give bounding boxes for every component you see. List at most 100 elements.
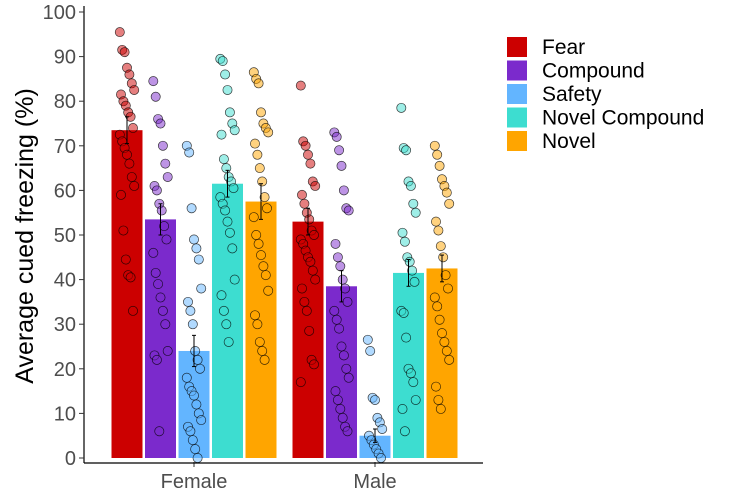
data-point: [128, 305, 138, 316]
data-point: [125, 272, 136, 283]
data-point: [429, 292, 440, 303]
data-point: [429, 140, 440, 151]
error-bar: [259, 183, 263, 220]
y-tick-label: 20: [54, 359, 76, 381]
data-point: [405, 368, 416, 379]
data-point: [332, 252, 343, 263]
data-point: [399, 426, 410, 437]
data-point: [299, 296, 310, 307]
data-point: [187, 319, 198, 330]
data-point: [126, 172, 137, 182]
error-bar: [406, 259, 411, 287]
data-point: [224, 107, 235, 118]
data-point: [398, 308, 409, 318]
data-point: [257, 176, 268, 187]
data-point: [124, 69, 135, 80]
data-point: [162, 172, 173, 182]
data-point: [299, 198, 310, 209]
data-point: [409, 276, 420, 287]
error-bar: [440, 254, 444, 283]
data-point: [151, 354, 162, 365]
data-point: [129, 85, 140, 96]
bar: [111, 130, 143, 458]
data-point: [301, 305, 312, 316]
data-point: [263, 285, 274, 296]
data-point: [220, 205, 231, 216]
data-point: [297, 283, 307, 294]
data-point: [433, 395, 444, 405]
data-point: [186, 203, 197, 214]
data-point: [221, 319, 232, 330]
data-point: [340, 283, 351, 294]
data-point: [365, 346, 376, 356]
data-point: [160, 158, 171, 169]
data-point: [151, 185, 162, 196]
y-tick-label: 0: [65, 448, 76, 470]
error-bar: [192, 334, 196, 368]
point-layer: [114, 27, 455, 463]
data-point: [128, 123, 138, 133]
data-point: [309, 230, 319, 240]
data-point: [259, 192, 270, 203]
data-point: [162, 346, 173, 356]
data-point: [223, 337, 234, 347]
data-point: [229, 125, 240, 136]
data-point: [434, 160, 445, 171]
data-point: [252, 149, 263, 160]
data-point: [192, 453, 203, 463]
data-point: [397, 227, 408, 238]
data-point: [124, 158, 135, 169]
legend-label: Novel: [542, 130, 596, 153]
data-point: [256, 107, 266, 118]
data-point: [435, 403, 446, 414]
data-point: [190, 444, 201, 455]
data-point: [159, 221, 170, 232]
data-point: [253, 78, 264, 89]
data-point: [410, 207, 421, 218]
data-point: [222, 216, 233, 227]
data-point: [116, 189, 126, 200]
data-point: [433, 225, 444, 236]
data-point: [431, 381, 441, 392]
y-tick-label: 30: [54, 314, 76, 336]
error-bar: [225, 169, 230, 198]
data-point: [401, 332, 412, 343]
x-tick-label: Male: [353, 471, 396, 493]
data-point: [338, 185, 349, 196]
data-point: [408, 377, 419, 388]
data-point: [220, 69, 231, 80]
data-point: [329, 305, 340, 316]
legend-label: Compound: [542, 60, 645, 83]
data-point: [331, 314, 342, 325]
data-point: [435, 241, 446, 252]
data-point: [160, 319, 171, 330]
data-point: [300, 140, 311, 151]
data-point: [338, 350, 349, 361]
data-point: [410, 395, 421, 405]
data-point: [148, 247, 159, 258]
data-point: [228, 183, 239, 194]
data-point: [155, 292, 166, 303]
legend-swatch: [507, 131, 527, 151]
data-point: [154, 426, 165, 437]
data-point: [185, 426, 196, 437]
data-point: [310, 274, 321, 285]
bar: [145, 219, 176, 458]
data-point: [341, 363, 352, 374]
data-point: [342, 296, 353, 307]
errorbar-layer: [125, 116, 444, 443]
error-bar: [339, 270, 344, 303]
legend-item: Fear: [507, 36, 585, 59]
data-point: [337, 274, 348, 285]
data-point: [150, 91, 161, 102]
data-point: [187, 435, 198, 446]
legend-swatch: [507, 60, 527, 81]
data-point: [336, 341, 347, 352]
data-point: [336, 160, 347, 171]
data-point: [342, 426, 353, 437]
error-bar: [373, 428, 377, 443]
data-point: [157, 140, 168, 151]
data-point: [184, 147, 195, 158]
